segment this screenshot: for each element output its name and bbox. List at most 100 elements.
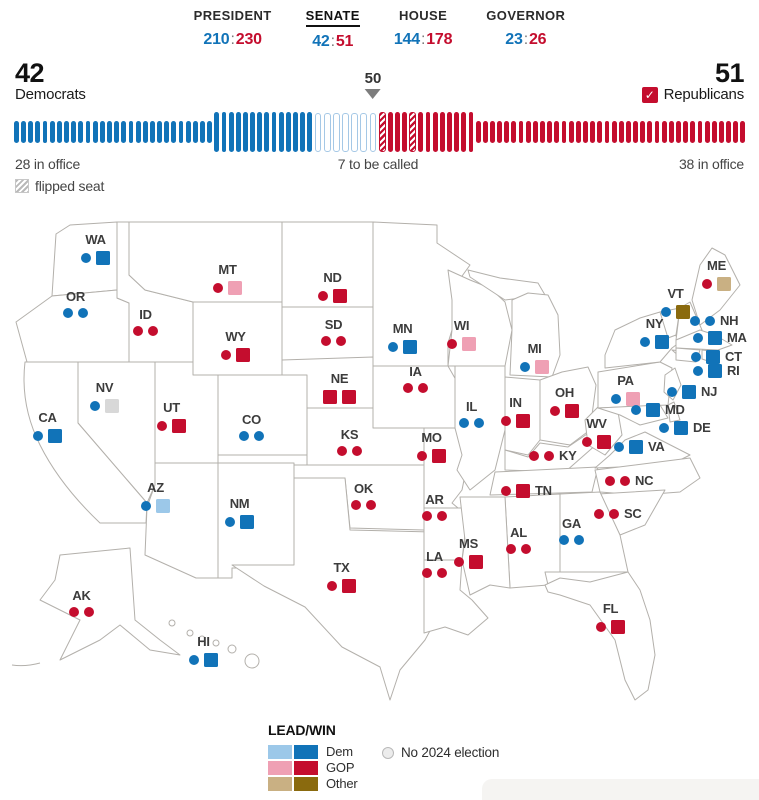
- race-2024-marker-gop[interactable]: [236, 348, 250, 362]
- race-2024-marker-gop-lead[interactable]: [228, 281, 242, 295]
- state-mn[interactable]: MN: [388, 321, 417, 354]
- race-2024-marker-dem[interactable]: [240, 515, 254, 529]
- race-2024-marker-gop[interactable]: [516, 414, 530, 428]
- race-2024-marker-dem[interactable]: [96, 251, 110, 265]
- race-2024-marker-dem[interactable]: [48, 429, 62, 443]
- seat-not-up-marker-dem[interactable]: [254, 431, 264, 441]
- seat-not-up-marker-gop[interactable]: [157, 421, 167, 431]
- state-sd[interactable]: SD: [321, 317, 346, 346]
- race-2024-marker-dem-lead[interactable]: [156, 499, 170, 513]
- race-2024-marker-dem[interactable]: [708, 330, 722, 345]
- race-2024-marker-dem[interactable]: [646, 402, 660, 417]
- seat-not-up-marker-dem[interactable]: [693, 332, 703, 343]
- state-tx[interactable]: TX: [327, 560, 356, 593]
- seat-not-up-marker-gop[interactable]: [437, 568, 447, 578]
- state-va[interactable]: VA: [614, 439, 665, 454]
- race-2024-marker-gop[interactable]: [611, 620, 625, 634]
- state-hi[interactable]: HI: [189, 634, 218, 667]
- race-2024-marker-gop[interactable]: [565, 404, 579, 418]
- seat-not-up-marker-gop[interactable]: [148, 326, 158, 336]
- race-2024-marker-gop[interactable]: [172, 419, 186, 433]
- seat-not-up-marker-dem[interactable]: [693, 365, 703, 376]
- tab-label[interactable]: SENATE: [305, 8, 360, 27]
- seat-not-up-marker-gop[interactable]: [620, 475, 630, 486]
- seat-not-up-marker-dem[interactable]: [388, 342, 398, 352]
- seat-not-up-marker-dem[interactable]: [667, 386, 677, 397]
- state-or[interactable]: OR: [63, 289, 88, 318]
- seat-not-up-marker-gop[interactable]: [702, 279, 712, 289]
- seat-not-up-marker-gop[interactable]: [417, 451, 427, 461]
- seat-not-up-marker-gop[interactable]: [550, 406, 560, 416]
- tab-governor[interactable]: GOVERNOR 23:26: [486, 7, 565, 51]
- state-de[interactable]: DE: [659, 420, 711, 435]
- race-2024-marker-dem[interactable]: [204, 653, 218, 667]
- seat-not-up-marker-dem[interactable]: [141, 501, 151, 511]
- seat-not-up-marker-dem[interactable]: [474, 418, 484, 428]
- seat-not-up-marker-gop[interactable]: [84, 607, 94, 617]
- race-2024-marker-dem[interactable]: [706, 349, 720, 364]
- state-id[interactable]: ID: [133, 307, 158, 336]
- seat-not-up-marker-dem[interactable]: [690, 315, 700, 326]
- tab-house[interactable]: HOUSE 144:178: [394, 7, 453, 51]
- seat-not-up-marker-gop[interactable]: [69, 607, 79, 617]
- state-ga[interactable]: GA: [559, 516, 584, 545]
- state-oh[interactable]: OH: [550, 385, 579, 418]
- race-2024-marker-gop[interactable]: [342, 390, 356, 404]
- seat-not-up-marker-gop[interactable]: [594, 508, 604, 519]
- seat-not-up-marker-gop[interactable]: [544, 450, 554, 461]
- state-ma[interactable]: MA: [693, 330, 747, 345]
- race-2024-marker-dem[interactable]: [674, 420, 688, 435]
- seat-not-up-marker-dem[interactable]: [559, 535, 569, 545]
- seat-not-up-marker-gop[interactable]: [366, 500, 376, 510]
- seat-not-up-marker-gop[interactable]: [609, 508, 619, 519]
- state-nj[interactable]: NJ: [667, 384, 717, 399]
- state-pa[interactable]: PA: [611, 373, 640, 406]
- race-2024-marker-gop-lead[interactable]: [626, 392, 640, 406]
- seat-not-up-marker-gop[interactable]: [529, 450, 539, 461]
- state-ca[interactable]: CA: [33, 410, 62, 443]
- state-nv[interactable]: NV: [90, 380, 119, 413]
- state-vt[interactable]: VT: [661, 286, 690, 319]
- seat-not-up-marker-gop[interactable]: [337, 446, 347, 456]
- seat-not-up-marker-dem[interactable]: [705, 315, 715, 326]
- state-ct[interactable]: CT: [691, 349, 742, 364]
- state-me[interactable]: ME: [702, 258, 731, 291]
- state-mt[interactable]: MT: [213, 262, 242, 295]
- state-ny[interactable]: NY: [640, 316, 669, 349]
- race-2024-marker-gop[interactable]: [333, 289, 347, 303]
- race-2024-marker-gop[interactable]: [342, 579, 356, 593]
- seat-not-up-marker-dem[interactable]: [63, 308, 73, 318]
- tab-senate[interactable]: SENATE 42:51: [305, 7, 360, 51]
- state-wy[interactable]: WY: [221, 329, 250, 362]
- state-nh[interactable]: NH: [690, 313, 738, 328]
- seat-not-up-marker-dem[interactable]: [661, 307, 671, 317]
- tab-label[interactable]: HOUSE: [398, 8, 448, 23]
- state-ut[interactable]: UT: [157, 400, 186, 433]
- seat-not-up-marker-dem[interactable]: [78, 308, 88, 318]
- seat-not-up-marker-gop[interactable]: [418, 383, 428, 393]
- state-ia[interactable]: IA: [403, 364, 428, 393]
- state-tn[interactable]: TN: [501, 483, 552, 498]
- seat-not-up-marker-gop[interactable]: [321, 336, 331, 346]
- seat-not-up-marker-dem[interactable]: [691, 351, 701, 362]
- state-co[interactable]: CO: [239, 412, 264, 441]
- race-2024-marker-dem[interactable]: [629, 439, 643, 454]
- state-ne[interactable]: NE: [323, 371, 356, 404]
- state-ky[interactable]: KY: [529, 448, 577, 463]
- race-2024-marker-gop-lead[interactable]: [535, 360, 549, 374]
- seat-not-up-marker-dem[interactable]: [81, 253, 91, 263]
- state-ar[interactable]: AR: [422, 492, 447, 521]
- state-il[interactable]: IL: [459, 399, 484, 428]
- seat-not-up-marker-gop[interactable]: [327, 581, 337, 591]
- state-ks[interactable]: KS: [337, 427, 362, 456]
- state-mo[interactable]: MO: [417, 430, 446, 463]
- race-2024-marker-dem[interactable]: [682, 384, 696, 399]
- state-ri[interactable]: RI: [693, 363, 740, 378]
- seat-not-up-marker-dem[interactable]: [574, 535, 584, 545]
- state-ak[interactable]: AK: [69, 588, 94, 617]
- seat-not-up-marker-dem[interactable]: [640, 337, 650, 347]
- state-sc[interactable]: SC: [594, 506, 642, 521]
- race-2024-marker-gop[interactable]: [323, 390, 337, 404]
- race-2024-marker-none[interactable]: [105, 399, 119, 413]
- state-wv[interactable]: WV: [582, 416, 611, 449]
